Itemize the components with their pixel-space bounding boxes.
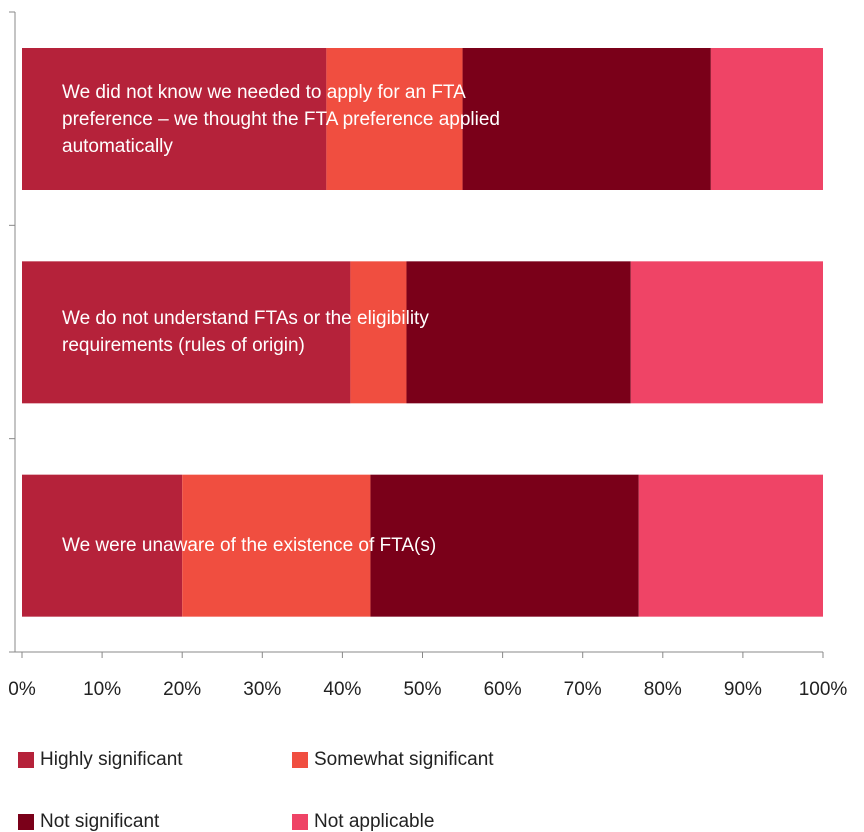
legend-swatch	[18, 814, 34, 830]
x-tick-label: 100%	[799, 679, 848, 700]
bar-segment	[326, 48, 463, 190]
category-label: We do not understand FTAs or the eligibi…	[62, 308, 429, 357]
bar-segment	[710, 48, 823, 190]
bar-segment	[638, 474, 823, 617]
category-label: We were unaware of the existence of FTA(…	[62, 535, 437, 557]
legend-label: Highly significant	[40, 749, 183, 770]
x-tick-label: 20%	[163, 679, 201, 700]
x-tick-label: 80%	[644, 679, 682, 700]
bar-segment	[630, 261, 823, 404]
x-tick-label: 10%	[83, 679, 121, 700]
legend-label: Somewhat significant	[314, 749, 494, 770]
x-tick-label: 50%	[403, 679, 441, 700]
bar-segment	[22, 261, 351, 404]
x-tick-label: 40%	[323, 679, 361, 700]
bar-segment	[406, 261, 631, 404]
x-tick-label: 30%	[243, 679, 281, 700]
legend-swatch	[292, 814, 308, 830]
x-tick-label: 70%	[564, 679, 602, 700]
bar-segment	[182, 474, 371, 617]
legend-label: Not significant	[40, 811, 160, 832]
legend-label: Not applicable	[314, 811, 434, 832]
x-tick-label: 90%	[724, 679, 762, 700]
bar-segment	[462, 48, 711, 190]
category-label: We did not know we needed to apply for a…	[62, 81, 500, 157]
legend-swatch	[18, 752, 34, 768]
bar-segment	[22, 474, 183, 617]
bar-segment	[370, 474, 639, 617]
x-tick-label: 60%	[484, 679, 522, 700]
legend-swatch	[292, 752, 308, 768]
bar-segment	[350, 261, 407, 404]
bar-segment	[22, 48, 327, 190]
x-tick-label: 0%	[8, 679, 36, 700]
